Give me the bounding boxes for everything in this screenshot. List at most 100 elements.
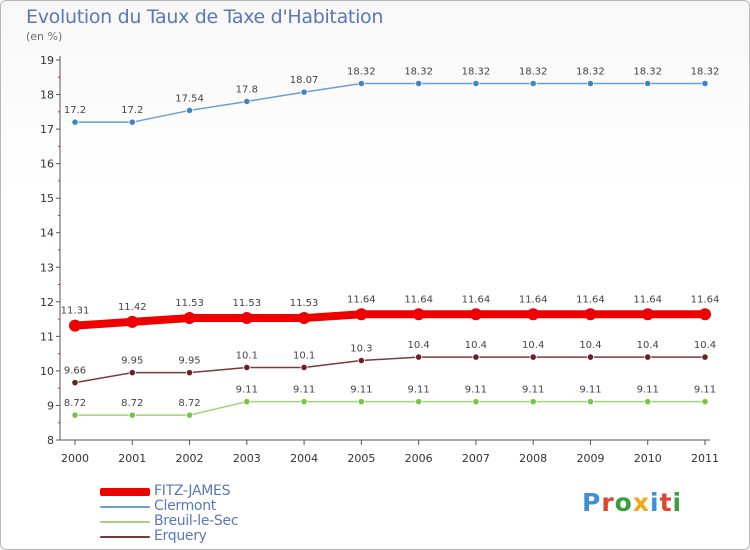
data-label: 17.8 [236,84,258,95]
y-tick-label: 12 [40,296,54,309]
data-label: 9.11 [236,385,258,396]
x-tick-label: 2008 [519,452,547,465]
data-point [701,79,709,88]
data-point [644,79,652,88]
data-label: 8.72 [64,398,86,409]
y-tick-label: 11 [40,330,54,343]
x-tick-label: 2000 [61,452,89,465]
x-tick-label: 2004 [290,452,318,465]
data-point [300,363,308,372]
data-point [641,308,654,321]
data-point [128,411,136,419]
data-label: 9.11 [408,385,430,396]
logo-letter: i [650,488,660,517]
data-point [472,79,480,88]
data-point [644,353,652,361]
legend-swatch [100,520,150,523]
data-label: 10.1 [293,350,315,361]
data-label: 10.4 [694,340,716,351]
data-label: 18.32 [347,66,376,77]
data-label: 11.53 [232,298,261,309]
x-tick-label: 2006 [405,452,433,465]
data-label: 18.07 [290,75,319,86]
data-label: 9.95 [121,356,143,367]
data-point [240,312,253,325]
data-point [472,398,480,406]
data-label: 11.31 [61,306,90,317]
data-point [128,369,136,377]
data-label: 11.64 [519,294,548,305]
data-point [185,106,194,115]
x-tick-label: 2011 [691,452,719,465]
data-point [243,97,251,106]
data-point [415,353,423,361]
data-label: 17.54 [175,93,204,104]
legend-label: Breuil-le-Sec [154,513,239,529]
data-point [183,312,196,325]
data-label: 17.2 [121,105,143,116]
legend-item: FITZ-JAMES [100,484,360,499]
data-point [699,308,711,321]
data-label: 9.11 [637,385,659,396]
data-point [71,411,79,419]
y-tick-label: 10 [40,365,54,378]
x-tick-label: 2007 [462,452,490,465]
data-point [300,398,308,406]
legend-swatch [100,487,150,496]
chart-legend: FITZ-JAMES Clermont Breuil-le-Sec Erquery [100,484,360,544]
y-tick-label: 15 [40,192,54,205]
legend-item: Breuil-le-Sec [100,514,360,529]
y-tick-label: 18 [40,89,54,102]
proxiti-logo: Proxiti [582,488,682,517]
legend-item: Clermont [100,499,360,514]
data-label: 18.32 [462,66,491,77]
data-label: 9.11 [465,385,487,396]
series-line-fitz-james [71,310,709,330]
legend-label: FITZ-JAMES [154,483,231,499]
data-label: 9.11 [293,385,315,396]
logo-letter: x [632,488,650,517]
data-point [472,353,480,361]
data-point [412,308,425,321]
data-point [701,353,709,361]
legend-label: Clermont [154,498,216,514]
data-label: 8.72 [178,398,200,409]
series-line-breuil-le-sec [74,400,706,416]
data-point [243,398,251,406]
data-point [527,308,540,321]
data-point [71,379,79,387]
data-label: 11.42 [118,302,147,313]
data-point [71,118,79,126]
legend-swatch [100,505,150,508]
data-label: 10.4 [637,340,659,351]
data-label: 18.32 [691,66,720,77]
legend-label: Erquery [154,528,207,544]
x-tick-label: 2009 [576,452,604,465]
y-tick-label: 13 [40,261,54,274]
data-label: 11.64 [404,294,433,305]
data-point [298,312,311,325]
data-label: 9.66 [64,366,86,377]
data-point [126,315,139,328]
data-label: 10.4 [408,340,430,351]
data-point [357,356,365,365]
y-tick-label: 14 [40,227,54,240]
data-point [415,79,423,88]
data-label: 11.64 [691,294,720,305]
data-label: 11.64 [347,294,376,305]
legend-item: Erquery [100,529,360,544]
data-point [701,398,709,406]
y-tick-label: 9 [47,399,54,412]
data-point [355,308,368,321]
data-point [357,79,365,88]
data-point [243,363,251,372]
data-label: 9.11 [522,385,544,396]
data-point [584,308,597,321]
data-label: 18.32 [519,66,548,77]
data-label: 9.11 [694,385,716,396]
data-label: 17.2 [64,105,86,116]
data-point [185,369,194,377]
data-label: 9.11 [579,385,601,396]
data-point [529,398,537,406]
